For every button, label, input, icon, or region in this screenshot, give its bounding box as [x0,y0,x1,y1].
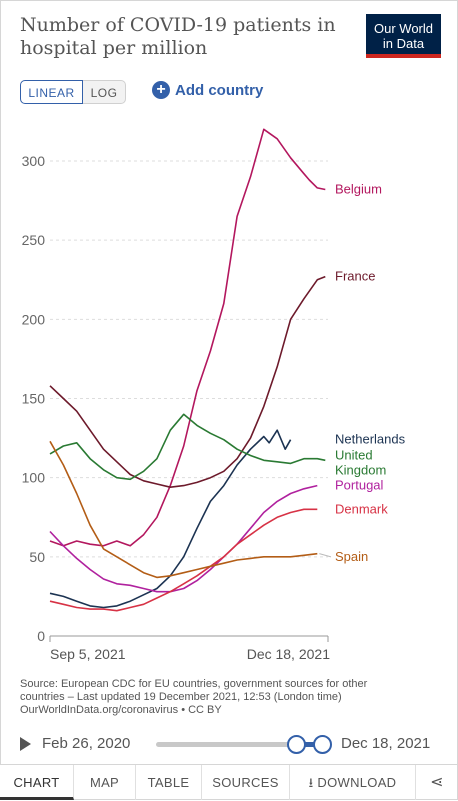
tab-map[interactable]: MAP [74,765,136,800]
y-tick-label: 150 [22,391,46,407]
series-label-denmark: Denmark [335,501,388,516]
add-country-button[interactable]: + Add country [152,81,263,99]
series-label-portugal: Portugal [335,478,384,493]
source-note: Source: European CDC for EU countries, g… [20,678,440,717]
series-line-spain[interactable] [49,440,318,579]
series-labels: Belgium France NetherlandsUnitedKingdomPor… [319,182,406,564]
logo-line1: Our World [374,21,433,36]
tab-bar: CHART MAP TABLE SOURCES ⭳ DOWNLOAD ⋖ [0,764,458,801]
series-line-united-kingdom[interactable] [49,413,326,481]
add-country-label: Add country [175,81,264,99]
chart-title: Number of COVID-19 patients in hospital … [20,14,336,59]
series-line-belgium[interactable] [49,128,326,547]
series-line-netherlands[interactable] [49,429,292,609]
timeline-end-label: Dec 18, 2021 [341,735,431,752]
series-label-united-kingdom: United [335,447,373,462]
timeline: Feb 26, 2020 Dec 18, 2021 [0,730,458,758]
y-tick-label: 100 [22,470,46,486]
series-lines [49,128,326,612]
source-line-3: OurWorldInData.org/coronavirus • CC BY [20,704,222,716]
linear-scale-button[interactable]: LINEAR [20,80,83,104]
logo-line2: in Data [382,36,425,51]
timeline-track[interactable] [156,742,326,747]
tab-chart[interactable]: CHART [0,765,74,800]
download-icon: ⭳ [308,775,314,790]
tab-share[interactable]: ⋖ [416,765,458,800]
timeline-start-handle[interactable] [287,735,306,754]
logo-accent-bar [366,54,441,58]
series-label-united-kingdom-2: Kingdom [335,462,386,477]
plus-circle-icon: + [152,81,170,99]
log-scale-button[interactable]: LOG [83,80,126,104]
x-axis: Sep 5, 2021 Dec 18, 2021 [49,636,330,662]
series-line-portugal[interactable] [49,484,318,593]
source-line-2: countries – Last updated 19 December 202… [20,691,342,703]
series-label-belgium: Belgium [335,182,382,197]
timeline-start-label: Feb 26, 2020 [42,735,131,752]
tab-download[interactable]: ⭳ DOWNLOAD [290,765,416,800]
timeline-selected-range [296,742,322,747]
source-line-1: Source: European CDC for EU countries, g… [20,678,368,690]
play-icon[interactable] [20,737,31,751]
x-tick-label-end: Dec 18, 2021 [247,646,330,662]
line-chart: 0 50 100 150 200 250 300 Belgium France Netherla… [22,128,406,662]
tab-table[interactable]: TABLE [136,765,202,800]
y-tick-label: 0 [37,628,45,644]
grid: 0 50 100 150 200 250 300 [22,153,328,644]
series-line-france[interactable] [49,275,326,489]
timeline-end-handle[interactable] [313,735,332,754]
y-tick-label: 250 [22,232,46,248]
y-tick-label: 300 [22,153,46,169]
series-label-spain: Spain [335,549,368,564]
owid-logo[interactable]: Our World in Data [366,14,441,58]
series-label-netherlands: Netherlands [335,432,406,447]
y-tick-label: 200 [22,311,46,327]
share-icon: ⋖ [430,774,444,791]
x-tick-label-start: Sep 5, 2021 [50,646,126,662]
tab-download-label: DOWNLOAD [317,775,397,790]
y-tick-label: 50 [29,549,45,565]
tab-sources[interactable]: SOURCES [202,765,290,800]
series-line-denmark[interactable] [49,508,318,612]
series-label-france: France [335,269,375,284]
label-connector [319,553,332,558]
